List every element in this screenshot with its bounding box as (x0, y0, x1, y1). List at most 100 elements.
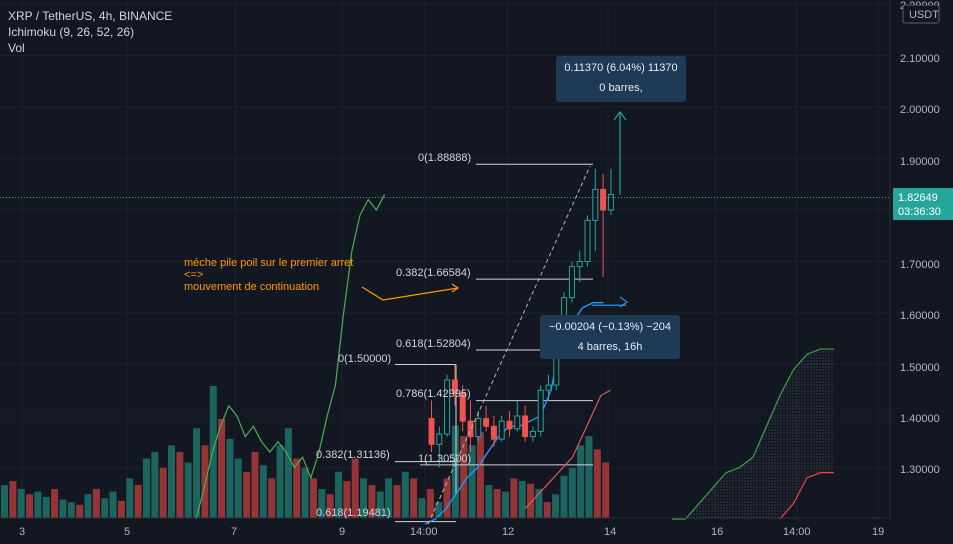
volume-bar (326, 494, 334, 518)
time-label: 14 (604, 526, 616, 538)
candle-body (467, 420, 474, 438)
note-arrowhead (451, 283, 460, 293)
fib-label: 0.618(1.52804) (396, 338, 471, 350)
note-line: <=> (184, 269, 204, 281)
volume-bar (42, 496, 50, 518)
time-label: 19 (872, 526, 884, 538)
volume-bar (593, 449, 601, 518)
leading-span-a (672, 348, 834, 520)
volume-bar (193, 428, 201, 518)
candle-body (514, 415, 521, 430)
current-price-badge (893, 188, 953, 220)
volume-bar (560, 475, 568, 518)
price-label: 2.00000 (900, 104, 940, 116)
candle-body (436, 433, 443, 445)
measure-box-middle[interactable]: −0.00204 (−0.13%) −204 4 barres, 16h (540, 315, 680, 359)
chart-legend[interactable]: XRP / TetherUS, 4h, BINANCE Ichimoku (9,… (8, 8, 172, 56)
note-line: mouvement de continuation (184, 281, 320, 293)
candle-body (568, 266, 575, 299)
volume-bar (142, 458, 150, 518)
candle-body (522, 415, 529, 438)
drawings[interactable] (361, 111, 629, 525)
fib-label: 0.618(1.19481) (316, 507, 391, 519)
candle-body (428, 418, 435, 445)
time-label: 7 (231, 526, 237, 538)
measure-line: 0 barres, (599, 82, 643, 94)
volume-bar (502, 491, 509, 518)
volume-bar (218, 419, 226, 518)
volume-bar (251, 452, 259, 518)
candle-body (483, 418, 490, 427)
price-label: 2.10000 (900, 53, 940, 65)
volume-bar (518, 481, 526, 518)
volume-title[interactable]: Vol (8, 41, 25, 55)
volume-bar (435, 502, 443, 518)
volume-bar (493, 488, 501, 518)
currency-badge[interactable] (902, 4, 940, 24)
volume-bar (1, 485, 8, 518)
volume-bar (577, 445, 585, 518)
volume-bar (184, 462, 192, 518)
volume-bar (59, 499, 67, 518)
trend-line (427, 166, 591, 525)
volume-bar (552, 494, 560, 518)
measure-line: −0.00204 (−0.13%) −204 (548, 321, 671, 333)
volume-bar (34, 491, 42, 518)
volume-bar (209, 386, 217, 518)
volume-bar (109, 491, 117, 518)
symbol-title[interactable]: XRP / TetherUS, 4h, BINANCE (8, 9, 173, 23)
fib-label: 1(1.30500) (418, 453, 471, 465)
volume-bar (368, 485, 376, 518)
volume-bar (460, 436, 468, 518)
time-axis[interactable]: 3 5 7 9 14:00 12 14 16 14:00 19 (0, 517, 890, 538)
candle-body (600, 188, 607, 211)
volume-bar (201, 445, 209, 518)
volume-bar (318, 488, 326, 518)
countdown-value: 03:36:30 (898, 206, 941, 218)
volume-bar (9, 481, 17, 518)
volume-bar (602, 462, 610, 518)
volume-bar (159, 467, 167, 518)
volume-bar (418, 498, 426, 518)
candle-body (444, 379, 451, 435)
volume-bar (476, 432, 484, 518)
volume-bar (451, 425, 459, 518)
price-axis[interactable]: 2.20000 2.10000 2.00000 1.90000 1.70000 … (889, 0, 953, 518)
volume-bars (1, 386, 610, 518)
volume-bar (234, 458, 242, 518)
volume-bar (335, 471, 342, 518)
candle-body (592, 188, 599, 221)
time-label: 9 (339, 526, 345, 538)
volume-bar (268, 478, 276, 518)
candle-body (459, 392, 466, 422)
volume-bar (176, 452, 184, 518)
indicator-title[interactable]: Ichimoku (9, 26, 52, 26) (8, 25, 135, 39)
base-line (524, 389, 611, 510)
lagging-span (195, 194, 386, 520)
volume-bar (92, 488, 100, 518)
volume-bar (360, 478, 368, 518)
measure-line: 4 barres, 16h (577, 341, 643, 353)
time-label: 14:00 (783, 526, 811, 538)
price-label: 1.90000 (900, 156, 940, 168)
volume-bar (26, 494, 34, 518)
measure-line: 0.11370 (6.04%) 11370 (564, 62, 678, 74)
candle-body (506, 420, 513, 430)
time-label: 16 (711, 526, 723, 538)
volume-bar (293, 458, 301, 518)
candle-body (584, 219, 591, 263)
fib-label: 0.382(1.66584) (396, 267, 471, 279)
time-label: 3 (19, 526, 25, 538)
volume-bar (301, 467, 309, 518)
volume-bar (67, 502, 75, 518)
measure-flat-arrowhead (619, 296, 629, 308)
time-label: 12 (502, 526, 514, 538)
volume-bar (226, 438, 234, 518)
annotation-note[interactable]: méche pile poil sur le premier arret <=>… (184, 257, 353, 293)
volume-bar (351, 458, 359, 518)
measure-box-top[interactable]: 0.11370 (6.04%) 11370 0 barres, (556, 56, 686, 102)
volume-bar (568, 467, 576, 518)
volume-bar (535, 488, 543, 518)
measure-up-arrowhead (613, 111, 627, 121)
